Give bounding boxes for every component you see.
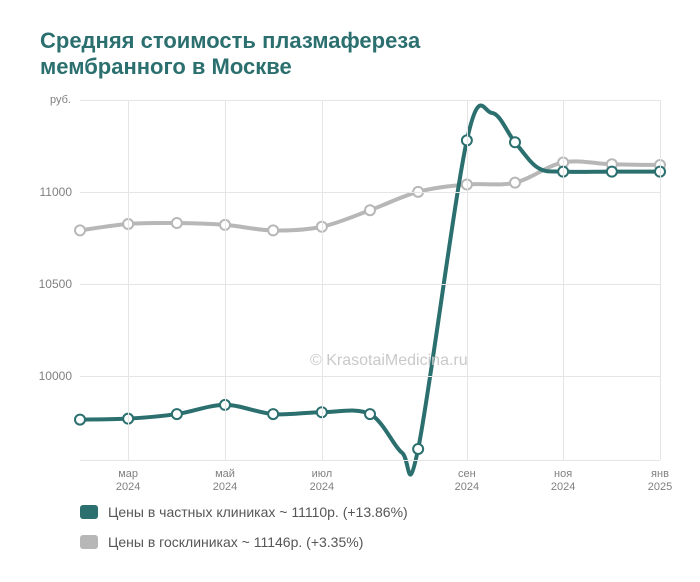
legend-item-private: Цены в частных клиниках ~ 11110р. (+13.8…	[80, 504, 408, 520]
y-tick-label: 10000	[39, 369, 72, 383]
y-axis-unit: руб.	[50, 94, 71, 106]
plot-area: руб. © KrasotaiMedicina.ru 1000010500110…	[80, 100, 660, 460]
series-marker-public	[172, 218, 182, 228]
series-marker-public	[365, 205, 375, 215]
chart-title: Средняя стоимость плазмафереза мембранно…	[40, 28, 540, 81]
series-marker-private	[172, 409, 182, 419]
x-tick-label: июл 2024	[310, 468, 334, 494]
chart-legend: Цены в частных клиниках ~ 11110р. (+13.8…	[80, 504, 408, 564]
series-marker-private	[75, 415, 85, 425]
x-tick-label: сен 2024	[455, 468, 479, 494]
x-tick-label: ноя 2024	[551, 468, 575, 494]
series-marker-public	[75, 225, 85, 235]
gridline-v	[128, 100, 129, 460]
chart-svg	[80, 100, 660, 460]
gridline-h	[80, 192, 660, 193]
gridline-h	[80, 460, 660, 461]
gridline-v	[563, 100, 564, 460]
legend-label-private: Цены в частных клиниках ~ 11110р. (+13.8…	[108, 504, 408, 520]
series-marker-private	[510, 137, 520, 147]
x-tick-label: янв 2025	[648, 468, 672, 494]
x-tick-label: мар 2024	[116, 468, 140, 494]
series-marker-private	[413, 444, 423, 454]
legend-swatch-public	[80, 535, 98, 549]
gridline-v	[225, 100, 226, 460]
gridline-h	[80, 284, 660, 285]
series-marker-private	[607, 167, 617, 177]
price-chart: Средняя стоимость плазмафереза мембранно…	[0, 0, 700, 582]
gridline-v	[467, 100, 468, 460]
x-tick-label: май 2024	[213, 468, 237, 494]
legend-swatch-private	[80, 505, 98, 519]
legend-item-public: Цены в госклиниках ~ 11146р. (+3.35%)	[80, 534, 408, 550]
y-tick-label: 10500	[39, 277, 72, 291]
gridline-h	[80, 100, 660, 101]
series-marker-public	[268, 225, 278, 235]
y-tick-label: 11000	[40, 185, 72, 199]
legend-label-public: Цены в госклиниках ~ 11146р. (+3.35%)	[108, 534, 363, 550]
gridline-h	[80, 376, 660, 377]
gridline-v	[660, 100, 661, 460]
gridline-v	[322, 100, 323, 460]
series-marker-public	[510, 178, 520, 188]
series-marker-private	[365, 409, 375, 419]
series-marker-private	[268, 409, 278, 419]
